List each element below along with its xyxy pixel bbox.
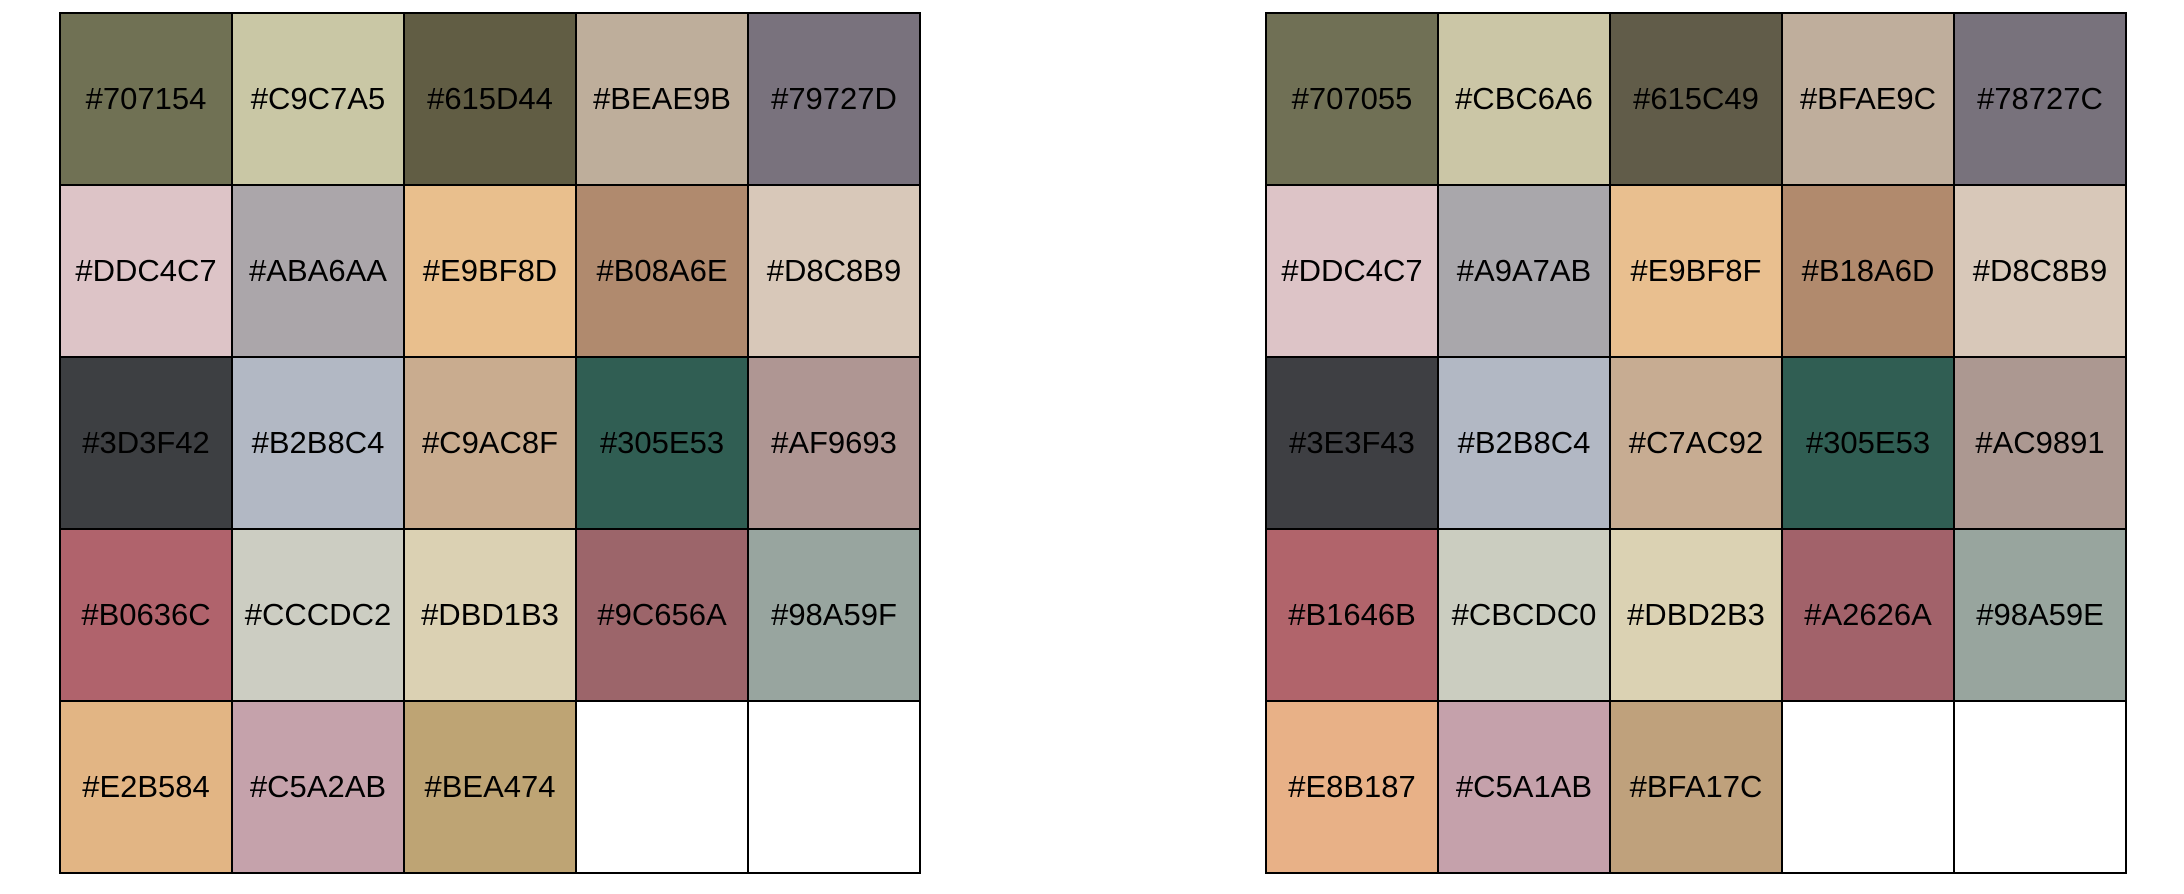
color-swatch: #305E53: [1783, 358, 1955, 530]
color-swatch: #C5A2AB: [233, 702, 405, 874]
color-swatch: #C5A1AB: [1439, 702, 1611, 874]
color-swatch: #E8B187: [1267, 702, 1439, 874]
color-swatch: #BEAE9B: [577, 14, 749, 186]
swatch-hex-label: #9C656A: [597, 597, 727, 632]
color-swatch: #DDC4C7: [61, 186, 233, 358]
swatch-hex-label: #615C49: [1633, 81, 1759, 116]
color-swatch: #707055: [1267, 14, 1439, 186]
swatch-hex-label: #98A59F: [771, 597, 897, 632]
swatch-hex-label: #DBD1B3: [421, 597, 559, 632]
swatch-hex-label: #305E53: [599, 425, 725, 460]
swatch-hex-label: #C5A1AB: [1455, 769, 1593, 804]
empty-swatch: [1955, 702, 2127, 874]
swatch-hex-label: #B2B8C4: [251, 425, 385, 460]
swatch-hex-label: #98A59E: [1976, 597, 2104, 632]
palette-grid-left: #707154 #C9C7A5 #615D44 #BEAE9B #79727D #DDC4…: [59, 12, 921, 874]
swatch-hex-label: #78727C: [1977, 81, 2103, 116]
swatch-hex-label: #CBCDC0: [1451, 597, 1597, 632]
swatch-hex-label: #D8C8B9: [1972, 253, 2108, 288]
swatch-hex-label: #E2B584: [82, 769, 210, 804]
empty-swatch: [577, 702, 749, 874]
swatch-hex-label: #C9AC8F: [421, 425, 559, 460]
color-swatch: #BFAE9C: [1783, 14, 1955, 186]
palette-grid-right: #707055 #CBC6A6 #615C49 #BFAE9C #78727C #DDC4…: [1265, 12, 2127, 874]
swatch-hex-label: #3E3F43: [1289, 425, 1415, 460]
swatch-hex-label: #707154: [85, 81, 207, 116]
color-swatch: #E9BF8F: [1611, 186, 1783, 358]
swatch-hex-label: #BFA17C: [1629, 769, 1763, 804]
color-swatch: #D8C8B9: [749, 186, 921, 358]
color-swatch: #B0636C: [61, 530, 233, 702]
color-swatch: #98A59E: [1955, 530, 2127, 702]
swatch-hex-label: #ABA6AA: [249, 253, 387, 288]
color-swatch: #615D44: [405, 14, 577, 186]
color-swatch: #CCCDC2: [233, 530, 405, 702]
swatch-hex-label: #DBD2B3: [1627, 597, 1765, 632]
color-swatch: #B2B8C4: [233, 358, 405, 530]
color-swatch: #CBCDC0: [1439, 530, 1611, 702]
swatch-hex-label: #AF9693: [771, 425, 897, 460]
color-swatch: #A2626A: [1783, 530, 1955, 702]
color-swatch: #D8C8B9: [1955, 186, 2127, 358]
swatch-hex-label: #DDC4C7: [75, 253, 217, 288]
swatch-hex-label: #CCCDC2: [244, 597, 392, 632]
color-swatch: #AF9693: [749, 358, 921, 530]
swatch-hex-label: #B18A6D: [1801, 253, 1935, 288]
swatch-hex-label: #BFAE9C: [1799, 81, 1937, 116]
swatch-hex-label: #E8B187: [1288, 769, 1416, 804]
color-swatch: #DDC4C7: [1267, 186, 1439, 358]
color-swatch: #C9C7A5: [233, 14, 405, 186]
color-swatch: #C7AC92: [1611, 358, 1783, 530]
color-swatch: #E9BF8D: [405, 186, 577, 358]
swatch-hex-label: #79727D: [771, 81, 897, 116]
color-swatch: #3E3F43: [1267, 358, 1439, 530]
swatch-hex-label: #A2626A: [1804, 597, 1932, 632]
color-swatch: #DBD1B3: [405, 530, 577, 702]
color-swatch: #98A59F: [749, 530, 921, 702]
color-swatch: #BFA17C: [1611, 702, 1783, 874]
swatch-hex-label: #C7AC92: [1628, 425, 1764, 460]
color-swatch: #C9AC8F: [405, 358, 577, 530]
color-swatch: #615C49: [1611, 14, 1783, 186]
swatch-hex-label: #C9C7A5: [250, 81, 386, 116]
swatch-hex-label: #B1646B: [1288, 597, 1416, 632]
color-swatch: #707154: [61, 14, 233, 186]
color-swatch: #B1646B: [1267, 530, 1439, 702]
swatch-hex-label: #C5A2AB: [249, 769, 387, 804]
color-swatch: #AC9891: [1955, 358, 2127, 530]
swatch-hex-label: #615D44: [427, 81, 553, 116]
swatch-hex-label: #707055: [1291, 81, 1413, 116]
swatch-hex-label: #305E53: [1805, 425, 1931, 460]
color-swatch: #78727C: [1955, 14, 2127, 186]
swatch-hex-label: #A9A7AB: [1456, 253, 1592, 288]
color-swatch: #DBD2B3: [1611, 530, 1783, 702]
swatch-hex-label: #AC9891: [1975, 425, 2105, 460]
color-swatch: #B2B8C4: [1439, 358, 1611, 530]
color-swatch: #A9A7AB: [1439, 186, 1611, 358]
color-swatch: #BEA474: [405, 702, 577, 874]
empty-swatch: [749, 702, 921, 874]
swatch-hex-label: #BEA474: [424, 769, 556, 804]
color-swatch: #ABA6AA: [233, 186, 405, 358]
color-swatch: #E2B584: [61, 702, 233, 874]
color-swatch: #B18A6D: [1783, 186, 1955, 358]
swatch-hex-label: #CBC6A6: [1455, 81, 1593, 116]
color-swatch: #3D3F42: [61, 358, 233, 530]
swatch-hex-label: #E9BF8F: [1630, 253, 1762, 288]
color-swatch: #9C656A: [577, 530, 749, 702]
swatch-hex-label: #3D3F42: [82, 425, 210, 460]
swatch-hex-label: #D8C8B9: [766, 253, 902, 288]
color-swatch: #79727D: [749, 14, 921, 186]
swatch-hex-label: #BEAE9B: [593, 81, 731, 116]
swatch-hex-label: #B08A6E: [596, 253, 728, 288]
swatch-hex-label: #DDC4C7: [1281, 253, 1423, 288]
color-swatch: #305E53: [577, 358, 749, 530]
color-swatch: #B08A6E: [577, 186, 749, 358]
empty-swatch: [1783, 702, 1955, 874]
swatch-hex-label: #B2B8C4: [1457, 425, 1591, 460]
color-swatch: #CBC6A6: [1439, 14, 1611, 186]
swatch-hex-label: #E9BF8D: [422, 253, 558, 288]
swatch-hex-label: #B0636C: [81, 597, 211, 632]
